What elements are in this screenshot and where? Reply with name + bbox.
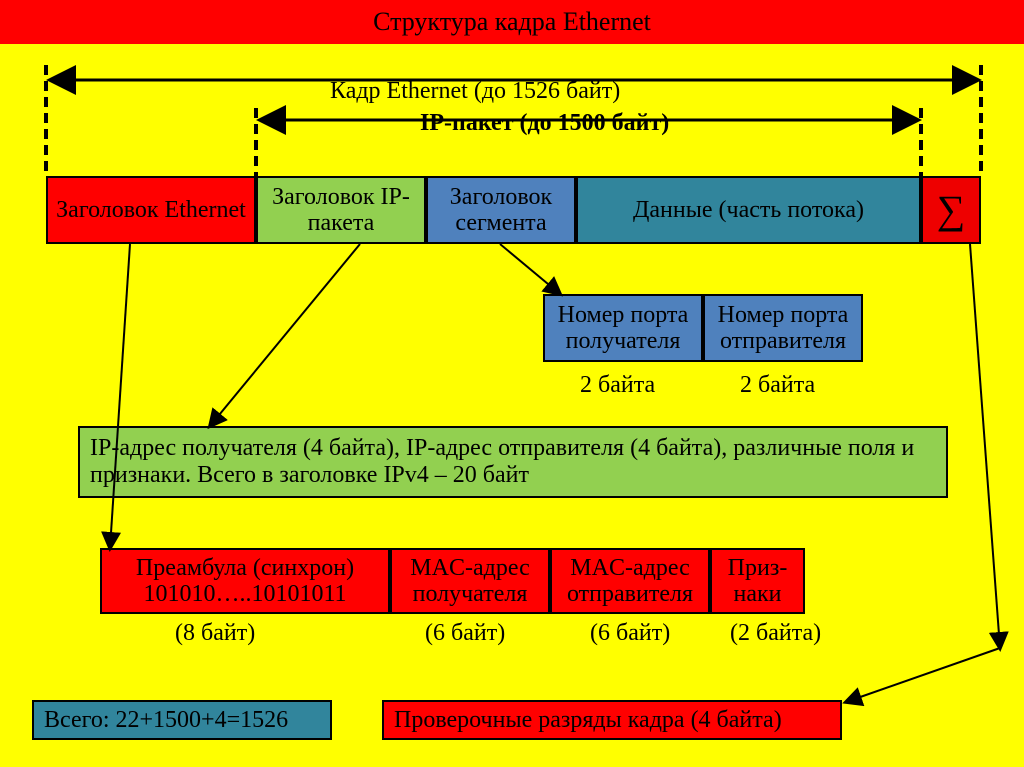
port-recv: Номер порта получателя: [543, 294, 703, 362]
frame-data: Данные (часть потока): [576, 176, 921, 244]
mac-send-size: (6 байт): [590, 620, 670, 647]
frame-sigma: ∑: [921, 176, 981, 244]
bracket-outer-label: Кадр Ethernet (до 1526 байт): [330, 78, 620, 105]
mac-preamble: Преамбула (синхрон) 101010…..10101011: [100, 548, 390, 614]
port-send-size: 2 байта: [740, 372, 815, 399]
mac-recv: MAC-адрес получателя: [390, 548, 550, 614]
bracket-inner-label: IP-пакет (до 1500 байт): [420, 110, 669, 137]
frame-row: Заголовок Ethernet Заголовок IP-пакета З…: [46, 176, 981, 244]
ip-detail-box: IP-адрес получателя (4 байта), IP-адрес …: [78, 426, 948, 498]
mac-flags-size: (2 байта): [730, 620, 821, 647]
port-send: Номер порта отправителя: [703, 294, 863, 362]
frame-segment-header: Заголовок сегмента: [426, 176, 576, 244]
crc-text: Проверочные разряды кадра (4 байта): [394, 707, 782, 734]
port-row: Номер порта получателя Номер порта отпра…: [543, 294, 863, 362]
mac-row: Преамбула (синхрон) 101010…..10101011 MA…: [100, 548, 805, 614]
crc-box: Проверочные разряды кадра (4 байта): [382, 700, 842, 740]
frame-ethernet-header: Заголовок Ethernet: [46, 176, 256, 244]
mac-recv-size: (6 байт): [425, 620, 505, 647]
ip-detail-text: IP-адрес получателя (4 байта), IP-адрес …: [90, 435, 936, 489]
frame-ip-header: Заголовок IP-пакета: [256, 176, 426, 244]
mac-send: MAC-адрес отправителя: [550, 548, 710, 614]
page-title: Структура кадра Ethernet: [0, 0, 1024, 44]
mac-preamble-size: (8 байт): [175, 620, 255, 647]
total-box: Всего: 22+1500+4=1526: [32, 700, 332, 740]
mac-flags: Приз-наки: [710, 548, 805, 614]
port-recv-size: 2 байта: [580, 372, 655, 399]
total-text: Всего: 22+1500+4=1526: [44, 707, 288, 734]
